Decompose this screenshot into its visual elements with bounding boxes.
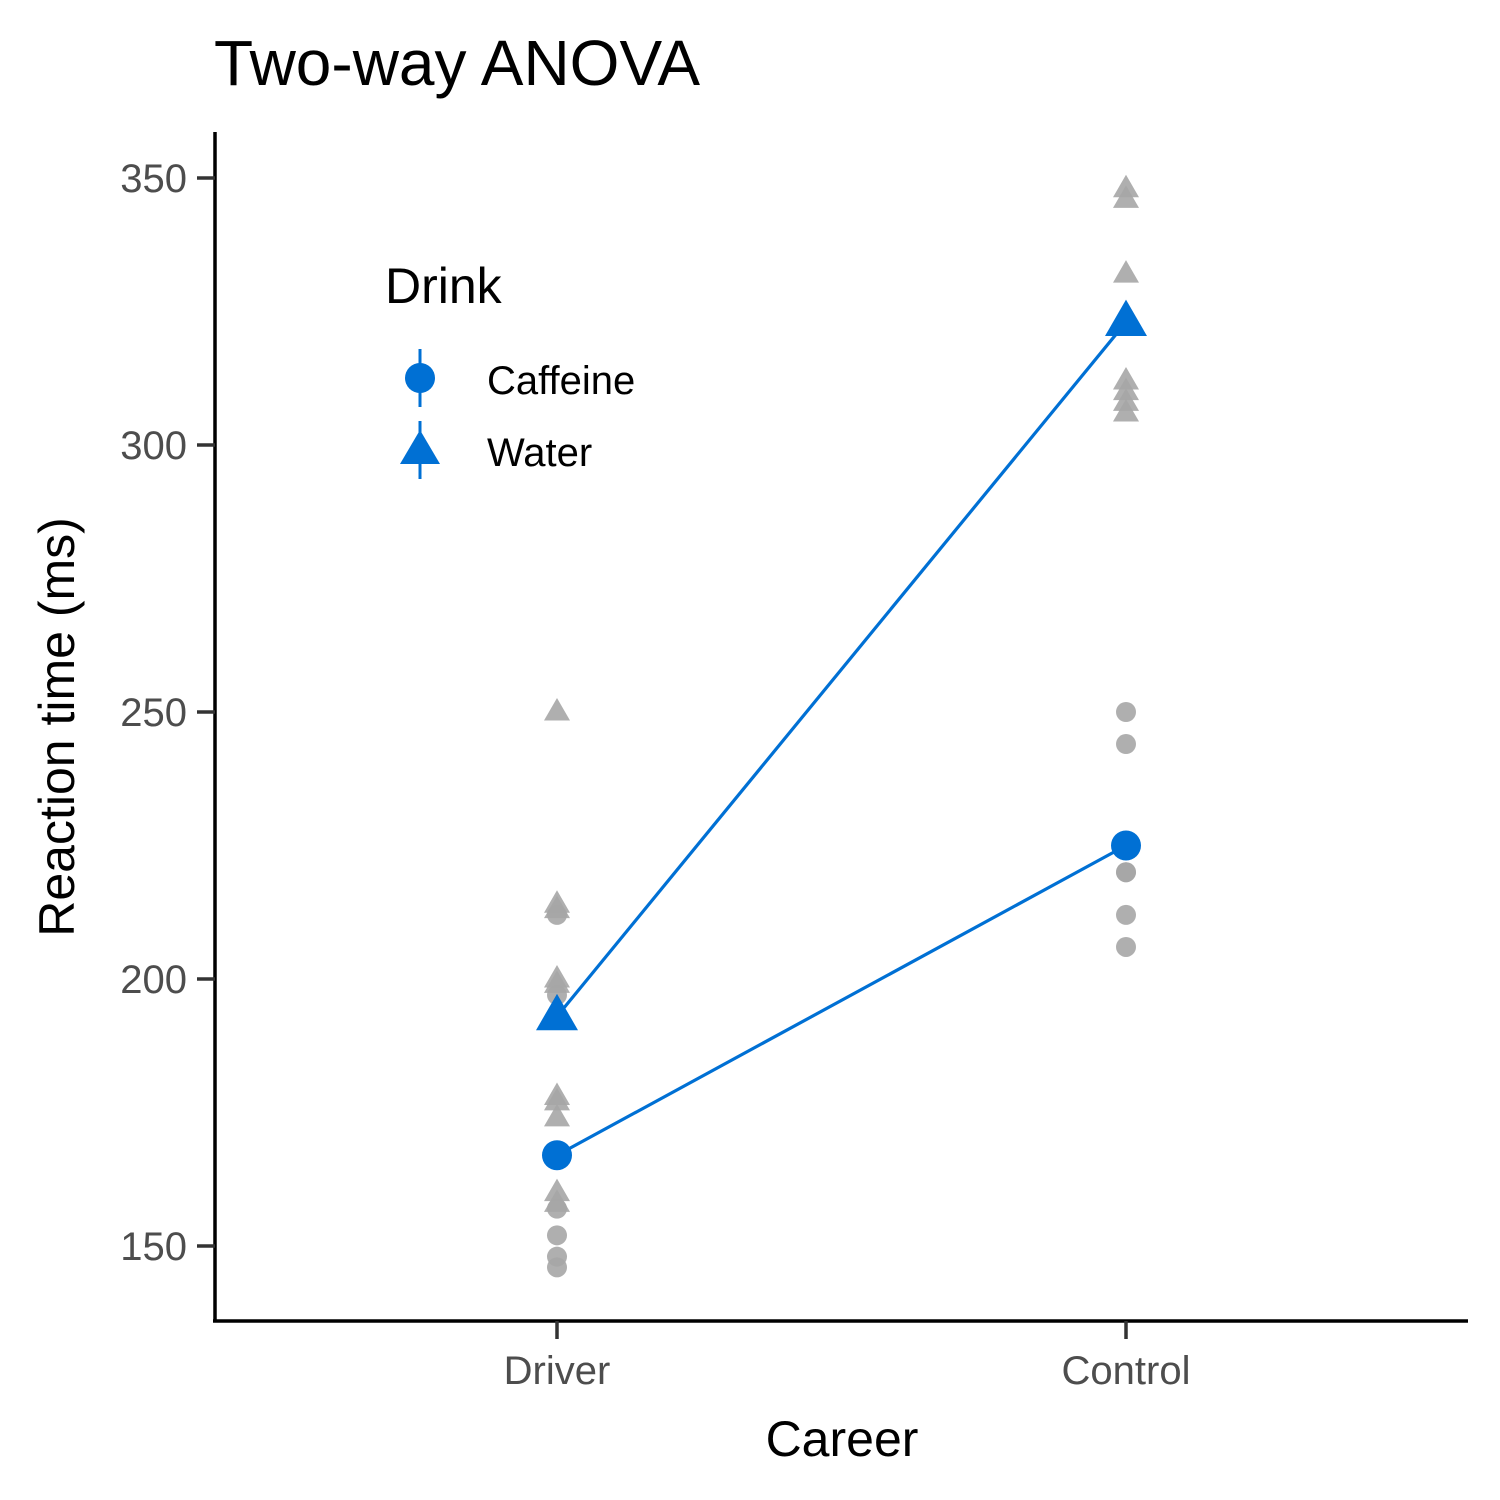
raw-point-water-driver xyxy=(544,895,570,919)
mean-point-caffeine-control xyxy=(1111,830,1141,861)
raw-point-water-control xyxy=(1113,399,1139,422)
y-axis-ticks: 150 200 250 300 350 xyxy=(120,157,215,1269)
raw-point-water-driver xyxy=(544,970,570,993)
raw-point-caffeine-control xyxy=(1116,862,1136,883)
raw-point-caffeine-driver xyxy=(547,1257,567,1278)
mean-point-caffeine-driver xyxy=(542,1140,572,1171)
mean-lines xyxy=(555,321,1128,1157)
legend-triangle-icon xyxy=(400,430,440,464)
raw-point-water-control xyxy=(1113,260,1139,283)
raw-point-water-control xyxy=(1113,185,1139,208)
y-tick-label-250: 250 xyxy=(120,691,187,735)
legend-label-water: Water xyxy=(487,431,592,475)
raw-points xyxy=(544,174,1139,1278)
raw-point-water-driver xyxy=(544,1103,570,1127)
y-axis-title: Reaction time (ms) xyxy=(29,517,85,937)
raw-point-caffeine-control xyxy=(1116,702,1136,722)
raw-point-caffeine-control xyxy=(1116,904,1136,925)
legend-label-caffeine: Caffeine xyxy=(487,359,635,403)
raw-point-water-driver xyxy=(544,698,570,721)
mean-line-caffeine xyxy=(556,844,1127,1157)
x-axis-ticks: Driver Control xyxy=(504,1321,1191,1393)
y-tick-label-350: 350 xyxy=(120,157,187,201)
y-tick-label-200: 200 xyxy=(120,958,187,1002)
legend-key-caffeine xyxy=(405,349,435,407)
mean-point-water-driver xyxy=(536,993,578,1031)
raw-point-water-driver xyxy=(544,1087,570,1111)
raw-point-water-driver xyxy=(544,1189,570,1212)
mean-line-water xyxy=(555,321,1128,1018)
legend-circle-icon xyxy=(405,363,435,393)
y-tick-label-150: 150 xyxy=(120,1225,187,1269)
x-tick-label-driver: Driver xyxy=(504,1349,611,1393)
x-axis-title: Career xyxy=(766,1411,919,1467)
mean-markers xyxy=(536,299,1147,1171)
raw-point-caffeine-driver xyxy=(547,1225,567,1246)
mean-point-water-control xyxy=(1105,299,1147,337)
raw-point-caffeine-control xyxy=(1116,734,1136,755)
chart-title: Two-way ANOVA xyxy=(214,27,700,99)
y-tick-label-300: 300 xyxy=(120,424,187,468)
raw-point-caffeine-control xyxy=(1116,936,1136,957)
legend: Drink Caffeine Water xyxy=(385,258,635,479)
legend-key-water xyxy=(400,421,440,479)
legend-title: Drink xyxy=(385,258,503,314)
x-tick-label-control: Control xyxy=(1062,1349,1191,1393)
